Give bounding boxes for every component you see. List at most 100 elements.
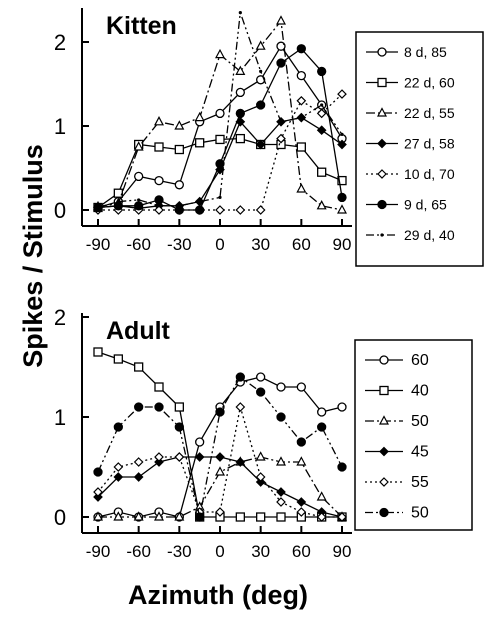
data-point [337,402,347,412]
data-point [316,125,327,136]
data-point [194,452,205,462]
data-point [157,204,161,208]
data-point [316,512,327,522]
data-point [320,103,324,107]
data-point [174,180,184,190]
legend-box [355,31,484,267]
data-point [276,497,286,507]
x-tick-label: 60 [292,235,311,254]
series-line [97,376,343,518]
y-tick-label: 0 [54,505,66,530]
legend-marker [379,507,389,518]
series-5 [93,372,347,522]
legend-label: 27 d, 58 [404,136,455,152]
legend-marker [379,415,389,425]
data-point [340,132,344,136]
y-tick-label: 1 [54,114,66,139]
data-point [299,116,303,120]
data-point [215,466,225,476]
data-point [174,422,184,432]
data-point [215,205,225,215]
data-point [337,204,347,214]
data-point [93,347,103,357]
legend-marker [379,477,389,487]
legend-label: 10 d, 70 [404,166,455,182]
legend-label: 8 d, 85 [404,44,447,60]
data-point [276,15,286,25]
data-point [154,116,164,126]
data-point [154,175,164,186]
data-point [238,10,242,15]
legend-label: 50 [411,505,429,522]
data-point [133,511,144,521]
legend-box [354,339,473,531]
data-point [174,511,185,521]
data-point [276,382,286,392]
data-point [255,139,266,150]
x-tick-label: 30 [251,235,270,254]
data-point [154,195,164,205]
data-point [154,452,164,462]
data-point [215,48,225,59]
data-point [296,183,307,193]
data-point [133,141,144,151]
x-tick-label: 0 [215,235,224,254]
data-point [337,192,347,203]
x-tick-label: 90 [333,542,352,561]
data-point [337,175,347,186]
panel-title: Kitten [106,12,177,40]
data-point [316,200,327,210]
data-point [255,472,266,482]
legend-marker [377,169,387,179]
data-point [317,422,327,432]
data-point [316,491,327,501]
data-point [113,354,123,364]
y-tick-label: 2 [54,305,66,330]
data-point [133,472,144,482]
data-point [215,134,225,145]
data-point [296,456,307,466]
data-point [256,372,266,382]
data-point [235,372,245,382]
data-point [195,205,205,215]
data-point [276,41,286,51]
data-point [154,142,164,152]
data-point [276,512,286,522]
data-point [154,205,164,215]
legend-marker [377,107,387,117]
data-point [317,66,327,77]
panel-title: Adult [106,317,171,345]
data-point [296,437,306,447]
legend: 8 d, 85 22 d, 60 22 d, 55 27 d, 58 10 d, 70 9… [355,31,484,267]
data-point [296,95,307,106]
data-point [113,472,124,482]
legend-marker [377,199,387,210]
data-point [174,144,184,155]
y-tick-label: 0 [54,198,66,223]
data-point [255,451,266,461]
data-point [133,457,144,467]
data-point [235,512,245,522]
data-point [154,402,164,412]
data-point [215,452,225,462]
y-tick-label: 1 [54,405,66,430]
x-tick-label: 90 [333,235,352,254]
data-point [256,100,266,110]
series-line [97,45,343,209]
data-point [134,362,144,372]
data-point [276,456,286,466]
legend-marker [379,385,389,396]
legend-label: 60 [411,352,429,369]
data-point [134,201,144,211]
data-point [235,87,245,98]
data-point [316,108,327,119]
data-point [195,138,205,148]
x-tick-label: 0 [215,542,224,561]
kitten-panel: -90 -60 -30 0 30 60 90 0 1 2 Kitten 8 d, 85 22 d, 60… [54,8,484,267]
x-axis-title: Azimuth (deg) [128,580,308,610]
x-tick-label: 60 [292,542,311,561]
data-point [215,108,225,119]
data-point [174,402,184,412]
data-point [235,108,245,119]
